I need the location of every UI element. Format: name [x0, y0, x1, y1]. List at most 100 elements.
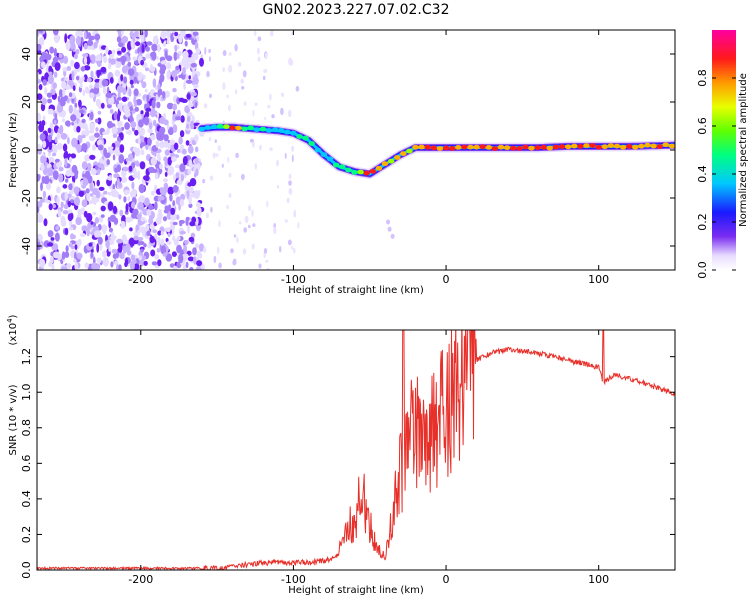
- noise-dot: [286, 197, 290, 204]
- noise-dot: [57, 95, 61, 103]
- noise-dot: [228, 104, 231, 112]
- noise-dot: [185, 261, 189, 268]
- noise-dot: [100, 66, 107, 73]
- noise-dot: [74, 102, 78, 108]
- noise-dot: [196, 206, 202, 215]
- noise-dot: [212, 152, 216, 159]
- noise-dot: [178, 97, 185, 103]
- snr-x-label: Height of straight line (km): [288, 585, 424, 596]
- noise-dot: [78, 190, 85, 197]
- noise-dot: [37, 143, 42, 151]
- noise-dot: [230, 248, 234, 254]
- noise-dot: [73, 186, 80, 195]
- noise-dot: [106, 103, 112, 109]
- noise-dot: [185, 33, 192, 38]
- noise-dot: [152, 229, 158, 234]
- noise-dot: [70, 172, 75, 177]
- noise-dot: [293, 209, 296, 217]
- noise-dot: [194, 101, 198, 109]
- noise-dot: [117, 181, 123, 189]
- noise-dot: [90, 252, 94, 258]
- noise-dot: [64, 33, 68, 44]
- noise-dot: [180, 174, 184, 182]
- noise-dot: [144, 67, 150, 72]
- y-tick-label: 0.8: [20, 419, 33, 437]
- noise-dot: [135, 161, 140, 167]
- noise-dot: [48, 65, 53, 74]
- noise-dot: [65, 120, 71, 127]
- noise-dot: [186, 190, 190, 198]
- noise-dot: [178, 253, 184, 264]
- noise-dot: [78, 99, 82, 108]
- ridge-point: [571, 143, 578, 149]
- noise-dot: [288, 57, 293, 66]
- noise-dot: [128, 153, 134, 162]
- ridge-point: [339, 164, 346, 170]
- noise-dot: [107, 201, 114, 211]
- noise-dot: [143, 197, 150, 206]
- noise-dot: [60, 201, 64, 209]
- noise-dot: [163, 119, 169, 126]
- noise-dot: [106, 159, 110, 166]
- noise-dot: [60, 132, 68, 140]
- noise-dot: [227, 156, 230, 163]
- noise-dot: [91, 144, 97, 151]
- noise-dot: [141, 136, 145, 143]
- noise-dot: [138, 195, 146, 202]
- noise-dot: [65, 245, 69, 253]
- colorbar: 0.0 0.2 0.4 0.6 0.8 Normalized spectral ampl…: [696, 30, 749, 279]
- noise-dot: [70, 249, 76, 259]
- noise-dot: [54, 62, 61, 71]
- noise-dot: [130, 121, 137, 129]
- noise-dot: [222, 67, 225, 73]
- noise-dot: [106, 176, 113, 181]
- noise-dot: [159, 163, 163, 170]
- noise-dot: [42, 190, 47, 199]
- noise-dot: [166, 62, 172, 70]
- noise-dot: [199, 57, 204, 67]
- noise-dot: [129, 260, 135, 270]
- noise-dot: [81, 118, 86, 124]
- noise-dot: [49, 46, 55, 54]
- noise-dot: [74, 172, 78, 180]
- noise-dot: [228, 172, 232, 178]
- noise-dot: [137, 170, 141, 180]
- ridge-point: [278, 127, 285, 133]
- noise-dot: [82, 178, 89, 187]
- noise-dot: [166, 241, 172, 245]
- ridge-point: [387, 158, 395, 164]
- noise-dot: [140, 149, 145, 156]
- noise-dot: [130, 39, 134, 49]
- noise-dot: [114, 260, 119, 266]
- noise-dot: [135, 258, 140, 265]
- noise-dot: [132, 56, 137, 61]
- noise-dot: [147, 137, 152, 146]
- ridge-point: [406, 148, 413, 154]
- noise-dot: [242, 248, 247, 255]
- ridge-point: [229, 125, 236, 131]
- noise-dot: [53, 33, 60, 43]
- noise-dot: [235, 152, 239, 159]
- noise-dot: [90, 70, 94, 78]
- noise-dot: [105, 239, 110, 249]
- noise-dot: [182, 253, 189, 258]
- noise-dot: [133, 170, 138, 179]
- noise-dot: [113, 111, 118, 121]
- noise-dot: [293, 247, 296, 254]
- noise-dot: [41, 98, 47, 106]
- noise-dot: [175, 214, 180, 220]
- noise-dot: [135, 41, 141, 47]
- noise-dot: [134, 129, 139, 136]
- noise-dot: [59, 98, 66, 107]
- noise-dot: [195, 202, 202, 208]
- noise-dot: [51, 204, 57, 209]
- noise-dot: [194, 73, 198, 81]
- noise-dot: [178, 34, 183, 44]
- noise-dot: [140, 217, 146, 222]
- ridge-point: [662, 142, 669, 148]
- noise-dot: [112, 133, 118, 138]
- noise-dot: [162, 252, 168, 257]
- noise-dot: [68, 92, 73, 98]
- noise-dot: [241, 86, 245, 90]
- noise-dot: [129, 30, 133, 38]
